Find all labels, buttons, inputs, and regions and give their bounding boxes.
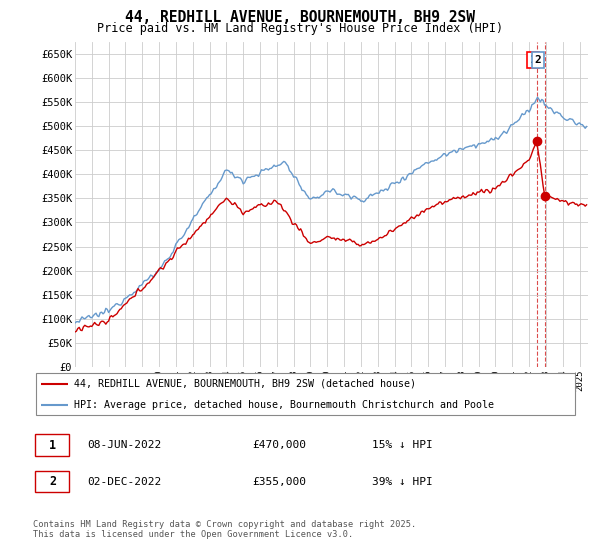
Text: 44, REDHILL AVENUE, BOURNEMOUTH, BH9 2SW (detached house): 44, REDHILL AVENUE, BOURNEMOUTH, BH9 2SW…	[74, 379, 416, 389]
Text: 44, REDHILL AVENUE, BOURNEMOUTH, BH9 2SW: 44, REDHILL AVENUE, BOURNEMOUTH, BH9 2SW	[125, 10, 475, 25]
Text: £355,000: £355,000	[252, 477, 306, 487]
Text: HPI: Average price, detached house, Bournemouth Christchurch and Poole: HPI: Average price, detached house, Bour…	[74, 400, 494, 410]
Text: Price paid vs. HM Land Registry's House Price Index (HPI): Price paid vs. HM Land Registry's House …	[97, 22, 503, 35]
Text: Contains HM Land Registry data © Crown copyright and database right 2025.
This d: Contains HM Land Registry data © Crown c…	[33, 520, 416, 539]
Text: £470,000: £470,000	[252, 440, 306, 450]
FancyBboxPatch shape	[35, 435, 69, 456]
Text: 08-JUN-2022: 08-JUN-2022	[87, 440, 161, 450]
Text: 02-DEC-2022: 02-DEC-2022	[87, 477, 161, 487]
Text: 15% ↓ HPI: 15% ↓ HPI	[372, 440, 433, 450]
FancyBboxPatch shape	[35, 471, 69, 492]
Text: 2: 2	[535, 55, 541, 65]
Text: 1: 1	[530, 55, 537, 65]
Text: 1: 1	[49, 438, 56, 452]
FancyBboxPatch shape	[36, 373, 575, 416]
Text: 39% ↓ HPI: 39% ↓ HPI	[372, 477, 433, 487]
Text: 2: 2	[49, 475, 56, 488]
